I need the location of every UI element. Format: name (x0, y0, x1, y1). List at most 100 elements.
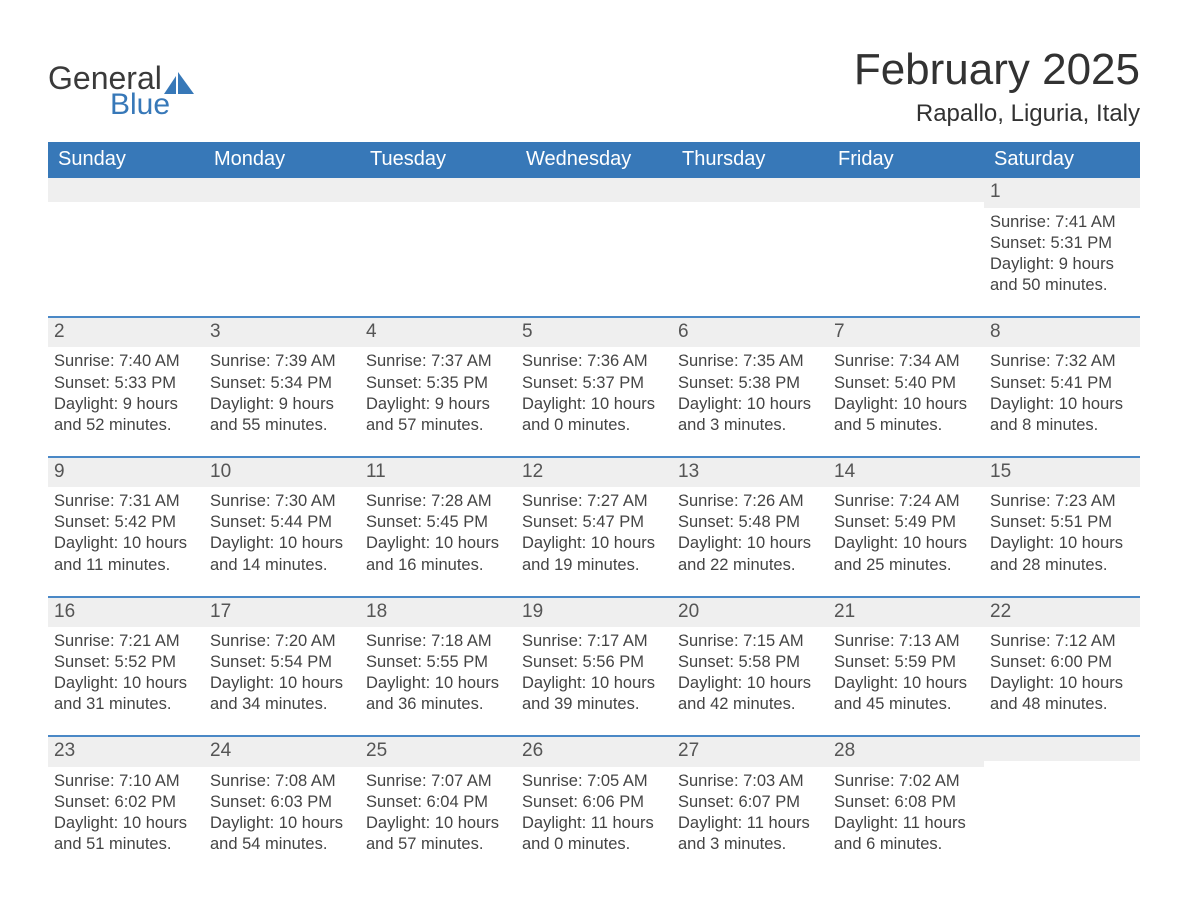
month-title: February 2025 (854, 46, 1140, 94)
sunrise-line: Sunrise: 7:20 AM (210, 631, 352, 652)
daylight-line-2: and 45 minutes. (834, 694, 976, 715)
day-cell: 28Sunrise: 7:02 AMSunset: 6:08 PMDayligh… (828, 737, 984, 875)
daylight-line-2: and 39 minutes. (522, 694, 664, 715)
sunrise-line: Sunrise: 7:03 AM (678, 771, 820, 792)
daylight-line-1: Daylight: 10 hours (210, 533, 352, 554)
daylight-line-1: Daylight: 10 hours (990, 533, 1132, 554)
day-cell: 22Sunrise: 7:12 AMSunset: 6:00 PMDayligh… (984, 598, 1140, 736)
daylight-line-1: Daylight: 9 hours (54, 394, 196, 415)
sunset-line: Sunset: 5:48 PM (678, 512, 820, 533)
weekday-header: Friday (828, 142, 984, 178)
daylight-line-2: and 48 minutes. (990, 694, 1132, 715)
day-number: 26 (516, 737, 672, 766)
week-row: 2Sunrise: 7:40 AMSunset: 5:33 PMDaylight… (48, 316, 1140, 456)
week-row: 23Sunrise: 7:10 AMSunset: 6:02 PMDayligh… (48, 735, 1140, 875)
daylight-line-1: Daylight: 11 hours (834, 813, 976, 834)
day-cell: 9Sunrise: 7:31 AMSunset: 5:42 PMDaylight… (48, 458, 204, 596)
daylight-line-2: and 52 minutes. (54, 415, 196, 436)
sunset-line: Sunset: 5:34 PM (210, 373, 352, 394)
sunset-line: Sunset: 5:31 PM (990, 233, 1132, 254)
empty-cell (516, 178, 672, 316)
brand-word-2: Blue (110, 90, 194, 120)
weekday-header: Saturday (984, 142, 1140, 178)
sunset-line: Sunset: 5:56 PM (522, 652, 664, 673)
sunset-line: Sunset: 5:51 PM (990, 512, 1132, 533)
sunset-line: Sunset: 5:44 PM (210, 512, 352, 533)
sunrise-line: Sunrise: 7:41 AM (990, 212, 1132, 233)
daylight-line-2: and 57 minutes. (366, 834, 508, 855)
sunrise-line: Sunrise: 7:21 AM (54, 631, 196, 652)
sunrise-line: Sunrise: 7:12 AM (990, 631, 1132, 652)
daylight-line-1: Daylight: 10 hours (54, 813, 196, 834)
daylight-line-2: and 42 minutes. (678, 694, 820, 715)
daylight-line-1: Daylight: 10 hours (210, 673, 352, 694)
sunrise-line: Sunrise: 7:18 AM (366, 631, 508, 652)
daylight-line-2: and 16 minutes. (366, 555, 508, 576)
daylight-line-2: and 57 minutes. (366, 415, 508, 436)
daylight-line-2: and 55 minutes. (210, 415, 352, 436)
sunrise-line: Sunrise: 7:17 AM (522, 631, 664, 652)
day-number: 3 (204, 318, 360, 347)
daylight-line-2: and 54 minutes. (210, 834, 352, 855)
sunset-line: Sunset: 5:37 PM (522, 373, 664, 394)
daylight-line-1: Daylight: 9 hours (990, 254, 1132, 275)
weekday-header: Sunday (48, 142, 204, 178)
day-number (360, 178, 516, 202)
day-number: 4 (360, 318, 516, 347)
day-cell: 1 Sunrise: 7:41 AMSunset: 5:31 PMDaylight… (984, 178, 1140, 316)
weekday-header: Tuesday (360, 142, 516, 178)
daylight-line-2: and 25 minutes. (834, 555, 976, 576)
sunrise-line: Sunrise: 7:40 AM (54, 351, 196, 372)
day-cell: 14Sunrise: 7:24 AMSunset: 5:49 PMDayligh… (828, 458, 984, 596)
sunset-line: Sunset: 6:06 PM (522, 792, 664, 813)
daylight-line-1: Daylight: 10 hours (522, 673, 664, 694)
daylight-line-1: Daylight: 10 hours (522, 533, 664, 554)
daylight-line-2: and 11 minutes. (54, 555, 196, 576)
sunset-line: Sunset: 5:52 PM (54, 652, 196, 673)
empty-cell (984, 737, 1140, 875)
sunrise-line: Sunrise: 7:32 AM (990, 351, 1132, 372)
day-cell: 19Sunrise: 7:17 AMSunset: 5:56 PMDayligh… (516, 598, 672, 736)
day-cell: 18Sunrise: 7:18 AMSunset: 5:55 PMDayligh… (360, 598, 516, 736)
sunrise-line: Sunrise: 7:36 AM (522, 351, 664, 372)
sunset-line: Sunset: 6:02 PM (54, 792, 196, 813)
sunset-line: Sunset: 5:49 PM (834, 512, 976, 533)
daylight-line-1: Daylight: 10 hours (990, 394, 1132, 415)
day-cell: 12 Sunrise: 7:27 AMSunset: 5:47 PMDayligh… (516, 458, 672, 596)
day-cell: 8Sunrise: 7:32 AMSunset: 5:41 PMDaylight… (984, 318, 1140, 456)
sunrise-line: Sunrise: 7:23 AM (990, 491, 1132, 512)
daylight-line-1: Daylight: 10 hours (210, 813, 352, 834)
day-cell: 10Sunrise: 7:30 AMSunset: 5:44 PMDayligh… (204, 458, 360, 596)
calendar-sheet: General Blue February 2025 Rapallo, Ligu… (0, 0, 1188, 915)
day-number: 24 (204, 737, 360, 766)
day-number: 23 (48, 737, 204, 766)
day-cell: 15Sunrise: 7:23 AMSunset: 5:51 PMDayligh… (984, 458, 1140, 596)
sunrise-line: Sunrise: 7:37 AM (366, 351, 508, 372)
daylight-line-1: Daylight: 10 hours (54, 533, 196, 554)
daylight-line-2: and 6 minutes. (834, 834, 976, 855)
daylight-line-2: and 8 minutes. (990, 415, 1132, 436)
week-row: 9Sunrise: 7:31 AMSunset: 5:42 PMDaylight… (48, 456, 1140, 596)
daylight-line-2: and 51 minutes. (54, 834, 196, 855)
sunrise-line: Sunrise: 7:28 AM (366, 491, 508, 512)
daylight-line-2: and 14 minutes. (210, 555, 352, 576)
daylight-line-1: Daylight: 9 hours (366, 394, 508, 415)
sunrise-line: Sunrise: 7:26 AM (678, 491, 820, 512)
sunrise-line: Sunrise: 7:10 AM (54, 771, 196, 792)
day-number: 14 (828, 458, 984, 487)
sunset-line: Sunset: 6:03 PM (210, 792, 352, 813)
day-number: 12 (516, 458, 672, 487)
day-number: 8 (984, 318, 1140, 347)
daylight-line-1: Daylight: 11 hours (678, 813, 820, 834)
sunset-line: Sunset: 5:33 PM (54, 373, 196, 394)
sunset-line: Sunset: 5:47 PM (522, 512, 664, 533)
daylight-line-1: Daylight: 10 hours (366, 813, 508, 834)
daylight-line-2: and 3 minutes. (678, 834, 820, 855)
day-number (828, 178, 984, 202)
sunrise-line: Sunrise: 7:27 AM (522, 491, 664, 512)
empty-cell (204, 178, 360, 316)
sunset-line: Sunset: 5:59 PM (834, 652, 976, 673)
day-number: 1 (984, 178, 1140, 207)
day-number: 22 (984, 598, 1140, 627)
week-row: 1 Sunrise: 7:41 AMSunset: 5:31 PMDaylight… (48, 178, 1140, 316)
